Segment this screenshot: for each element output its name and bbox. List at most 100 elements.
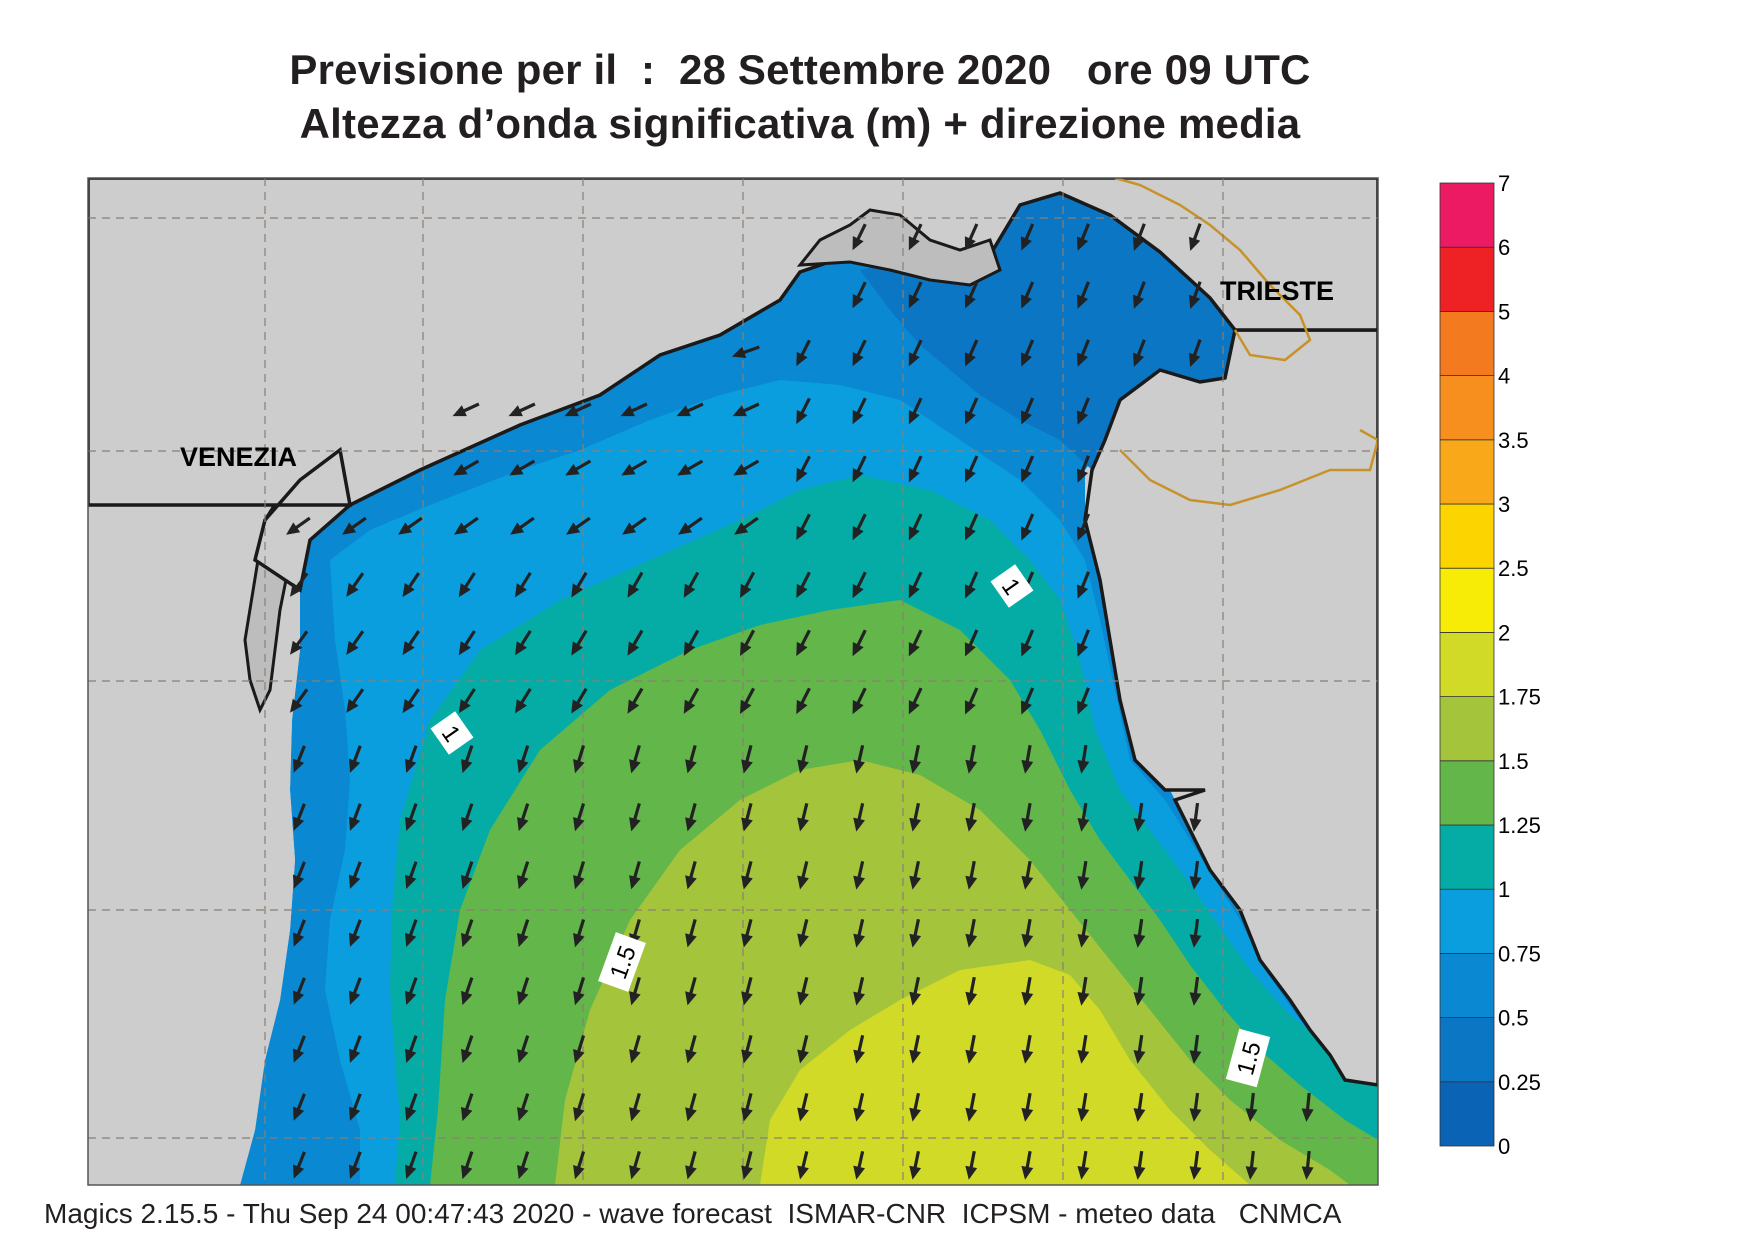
direction-arrow-head: [964, 294, 976, 309]
direction-arrow-head: [731, 346, 747, 358]
direction-arrow-head: [348, 990, 361, 1005]
direction-arrow-head: [629, 1049, 641, 1064]
direction-arrow-head: [964, 352, 976, 367]
direction-arrow-head: [797, 875, 809, 890]
direction-arrow-head: [571, 583, 584, 598]
direction-arrow-head: [796, 583, 808, 599]
direction-arrow-head: [797, 933, 809, 948]
direction-arrow-head: [909, 1107, 922, 1122]
direction-arrow-head: [292, 758, 305, 773]
direction-arrow-head: [1020, 236, 1032, 251]
direction-arrow-head: [853, 1107, 865, 1122]
direction-arrow-head: [909, 933, 922, 948]
direction-arrow-head: [740, 641, 752, 657]
direction-arrow-head: [348, 1106, 361, 1121]
direction-arrow-head: [404, 1106, 417, 1121]
direction-arrow-head: [286, 522, 301, 535]
direction-arrow-head: [622, 522, 637, 535]
direction-arrow-head: [965, 817, 978, 832]
colorbar-tick-label: 3: [1498, 492, 1510, 517]
colorbar-tick-label: 0.25: [1498, 1070, 1541, 1095]
direction-arrow-head: [964, 700, 976, 715]
direction-arrow-head: [741, 1107, 753, 1122]
direction-arrow-head: [346, 698, 359, 713]
direction-arrow-head: [1021, 759, 1034, 774]
direction-arrow-head: [740, 699, 752, 715]
direction-arrow-head: [348, 1048, 361, 1063]
colorbar-tick-label: 5: [1498, 299, 1510, 324]
colorbar-tick-label: 1.25: [1498, 813, 1541, 838]
direction-arrow-head: [741, 1165, 753, 1180]
direction-arrow-head: [629, 991, 641, 1006]
direction-arrow-head: [517, 932, 529, 948]
direction-arrow-head: [964, 584, 976, 599]
direction-arrow-head: [346, 582, 359, 597]
colorbar-tick-label: 1: [1498, 877, 1510, 902]
direction-arrow-head: [732, 405, 747, 417]
direction-arrow-head: [1245, 1108, 1258, 1122]
title-line-2: Altezza d’onda significativa (m) + direz…: [299, 100, 1301, 147]
direction-arrow-head: [292, 1048, 305, 1063]
direction-arrow-head: [629, 817, 641, 832]
direction-arrow-head: [909, 875, 922, 890]
direction-arrow-head: [796, 699, 808, 715]
direction-arrow-head: [290, 582, 303, 597]
direction-arrow-head: [965, 1107, 978, 1122]
direction-arrow-head: [853, 817, 865, 832]
direction-arrow-head: [796, 409, 808, 425]
title-line-1: Previsione per il : 28 Settembre 2020 or…: [289, 46, 1311, 93]
direction-arrow-head: [629, 1107, 641, 1122]
direction-arrow-head: [1189, 934, 1202, 948]
direction-arrow-head: [685, 1107, 697, 1122]
direction-arrow-head: [398, 522, 413, 535]
direction-arrow-head: [1189, 1108, 1202, 1122]
direction-arrow-head: [573, 875, 585, 890]
direction-arrow-head: [1189, 1050, 1202, 1064]
direction-arrow-head: [1076, 294, 1089, 309]
direction-arrow-head: [1077, 991, 1090, 1006]
direction-arrow-head: [292, 816, 305, 831]
direction-arrow-head: [517, 1164, 529, 1180]
direction-arrow-head: [796, 641, 808, 657]
direction-arrow-head: [461, 1164, 473, 1180]
footer-credits: Magics 2.15.5 - Thu Sep 24 00:47:43 2020…: [44, 1198, 1342, 1229]
direction-arrow-head: [733, 463, 748, 476]
direction-arrow-head: [797, 991, 809, 1006]
direction-arrow-head: [1132, 294, 1145, 309]
direction-arrow-head: [678, 522, 693, 535]
colorbar-swatch: [1439, 953, 1495, 1019]
colorbar-swatch: [1439, 503, 1495, 569]
colorbar-swatch: [1439, 182, 1495, 248]
direction-arrow-head: [908, 584, 920, 599]
direction-arrow-head: [965, 1049, 978, 1064]
colorbar-tick-label: 7: [1498, 171, 1510, 196]
direction-arrow-head: [517, 874, 529, 890]
direction-arrow-head: [404, 1164, 417, 1179]
direction-arrow-head: [741, 817, 753, 832]
direction-arrow-head: [348, 932, 361, 947]
colorbar-swatch: [1439, 1081, 1495, 1147]
direction-arrow-head: [629, 759, 641, 774]
colorbar-tick-label: 4: [1498, 364, 1510, 389]
direction-arrow-head: [683, 699, 696, 714]
direction-arrow-head: [1133, 1108, 1146, 1122]
direction-arrow-head: [627, 583, 640, 598]
direction-arrow-head: [797, 817, 809, 832]
map-area: [88, 178, 1378, 1185]
direction-arrow-head: [1020, 700, 1032, 715]
direction-arrow-head: [741, 1049, 753, 1064]
direction-arrow-head: [685, 1165, 697, 1180]
direction-arrow-head: [452, 405, 467, 417]
direction-arrow-head: [1133, 934, 1146, 948]
direction-arrow-head: [573, 1165, 585, 1180]
direction-arrow-head: [627, 699, 640, 714]
direction-arrow-head: [402, 640, 415, 656]
place-label-venezia: VENEZIA: [180, 442, 297, 472]
direction-arrow-head: [454, 522, 469, 535]
direction-arrow-head: [964, 468, 976, 483]
direction-arrow-head: [908, 642, 920, 657]
colorbar-tick-label: 6: [1498, 235, 1510, 260]
direction-arrow-head: [629, 875, 641, 890]
colorbar-swatch: [1439, 824, 1495, 890]
sea-band-0.25-0.5: [860, 193, 1235, 470]
